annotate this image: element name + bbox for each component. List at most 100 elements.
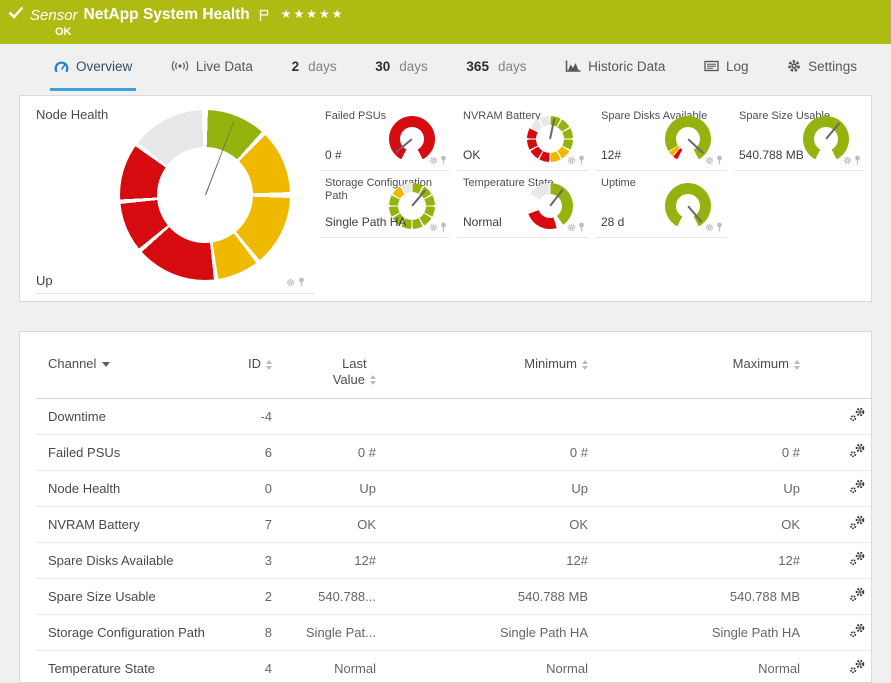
spare-disks-available-gauge[interactable] — [665, 116, 711, 162]
table-row-storage-configuration-path: Storage Configuration Path 8 Single Pat...… — [36, 614, 871, 651]
gauge-cell-controls — [567, 222, 585, 232]
table-row-spare-disks-available: Spare Disks Available 3 12# 12# 12# — [36, 542, 871, 579]
pin-icon[interactable] — [440, 155, 447, 165]
column-header-id[interactable]: ID — [220, 338, 276, 399]
tab-log[interactable]: Log — [700, 44, 753, 91]
cell-gear-icon[interactable] — [286, 278, 295, 287]
tab-bar: Overview Live Data 2 days 30 days 365 days Histo… — [0, 44, 891, 91]
edit-cell — [804, 506, 871, 543]
column-label: Last Value — [333, 356, 376, 389]
edit-channel-button[interactable] — [849, 623, 866, 638]
gauge-cell-uptime[interactable]: Uptime 28 d — [596, 171, 726, 238]
cell-gear-icon[interactable] — [705, 156, 714, 165]
cell-gear-icon[interactable] — [567, 156, 576, 165]
pin-icon[interactable] — [854, 155, 861, 165]
edit-channel-button[interactable] — [849, 587, 866, 602]
pin-icon[interactable] — [578, 155, 585, 165]
node-health-gauge[interactable] — [120, 110, 290, 280]
gauge-cell-spare-size-usable[interactable]: Spare Size Usable 540.788 MB — [734, 104, 864, 171]
last-value: OK — [276, 506, 380, 543]
edit-cell — [804, 542, 871, 579]
chart-icon — [565, 60, 581, 72]
storage-configuration-path-gauge[interactable] — [389, 183, 435, 229]
sensor-status-badge: OK — [55, 26, 72, 38]
edit-cell — [804, 650, 871, 682]
gauge-cell-nvram-battery[interactable]: NVRAM Battery OK — [458, 104, 588, 171]
divider — [36, 293, 314, 294]
pin-icon[interactable] — [716, 222, 723, 232]
nvram-battery-gauge[interactable] — [527, 116, 573, 162]
gauge-label: Spare Size Usable — [739, 110, 831, 122]
column-header-channel[interactable]: Channel — [36, 338, 220, 399]
last-value — [276, 398, 380, 435]
channel-name: Storage Configuration Path — [36, 614, 220, 651]
maximum-value: 0 # — [592, 434, 804, 471]
pin-icon[interactable] — [440, 222, 447, 232]
tab-settings[interactable]: Settings — [783, 44, 861, 91]
sort-desc-icon — [102, 362, 111, 368]
column-header-minimum[interactable]: Minimum — [380, 338, 592, 399]
main-gauge-controls — [286, 277, 305, 287]
tab-unit: days — [308, 58, 337, 74]
channel-id: 7 — [220, 506, 276, 543]
spare-size-usable-gauge[interactable] — [803, 116, 849, 162]
pin-icon[interactable] — [716, 155, 723, 165]
uptime-gauge[interactable] — [665, 183, 711, 229]
failed-psus-gauge[interactable] — [389, 116, 435, 162]
channel-id: 8 — [220, 614, 276, 651]
edit-channel-button[interactable] — [849, 479, 866, 494]
cell-gear-icon[interactable] — [567, 223, 576, 232]
minimum-value: 0 # — [380, 434, 592, 471]
column-header-last-value[interactable]: Last Value — [276, 338, 380, 399]
pin-icon[interactable] — [298, 277, 305, 287]
gauge-cell-failed-psus[interactable]: Failed PSUs 0 # — [320, 104, 450, 171]
edit-channel-button[interactable] — [849, 443, 866, 458]
tab-2-days[interactable]: 2 days — [288, 44, 341, 91]
main-gauge-label: Node Health — [36, 107, 109, 122]
tab-live-data[interactable]: Live Data — [167, 44, 257, 91]
temperature-state-gauge[interactable] — [527, 183, 573, 229]
sort-icon — [266, 359, 272, 370]
gauge-value: 28 d — [601, 215, 625, 229]
channel-name: Downtime — [36, 398, 220, 435]
tab-unit: days — [497, 58, 527, 74]
column-header-maximum[interactable]: Maximum — [592, 338, 804, 399]
cell-gear-icon[interactable] — [705, 223, 714, 232]
gauge-cell-controls — [705, 155, 723, 165]
tab-label: Historic Data — [588, 58, 666, 74]
table-row-downtime: Downtime -4 — [36, 398, 871, 435]
table-row-failed-psus: Failed PSUs 6 0 #0 #0 # — [36, 434, 871, 471]
pin-icon[interactable] — [578, 222, 585, 232]
gear-icon — [787, 59, 801, 73]
tab-historic-data[interactable]: Historic Data — [561, 44, 669, 91]
sort-icon — [582, 359, 588, 370]
gauge-label: NVRAM Battery — [463, 110, 541, 122]
edit-channel-button[interactable] — [849, 659, 866, 674]
column-label: Minimum — [524, 356, 577, 371]
last-value: 540.788... — [276, 578, 380, 615]
gauge-value: 540.788 MB — [739, 148, 804, 162]
edit-channel-button[interactable] — [849, 515, 866, 530]
cell-gear-icon[interactable] — [429, 223, 438, 232]
cell-gear-icon[interactable] — [843, 156, 852, 165]
edit-cell — [804, 578, 871, 615]
edit-channel-button[interactable] — [849, 407, 866, 422]
tab-365-days[interactable]: 365 days — [462, 44, 530, 91]
channel-id: 3 — [220, 542, 276, 579]
gauge-cell-spare-disks-available[interactable]: Spare Disks Available 12# — [596, 104, 726, 171]
edit-channel-button[interactable] — [849, 551, 866, 566]
maximum-value: Single Path HA — [592, 614, 804, 651]
cell-gear-icon[interactable] — [429, 156, 438, 165]
edit-cell — [804, 434, 871, 471]
channel-name: Spare Size Usable — [36, 578, 220, 615]
gauge-cell-storage-configuration-path[interactable]: Storage Configuration Path Single Path HA — [320, 171, 450, 238]
gauge-cell-controls — [705, 222, 723, 232]
gauge-cell-temperature-state[interactable]: Temperature State Normal — [458, 171, 588, 238]
priority-stars[interactable]: ★★★★★ — [280, 7, 345, 21]
maximum-value: Normal — [592, 650, 804, 682]
tab-overview[interactable]: Overview — [50, 44, 137, 91]
priority-flag-icon[interactable] — [259, 9, 269, 22]
column-header-edit[interactable] — [804, 338, 871, 399]
channel-name: Node Health — [36, 470, 220, 507]
tab-30-days[interactable]: 30 days — [371, 44, 432, 91]
